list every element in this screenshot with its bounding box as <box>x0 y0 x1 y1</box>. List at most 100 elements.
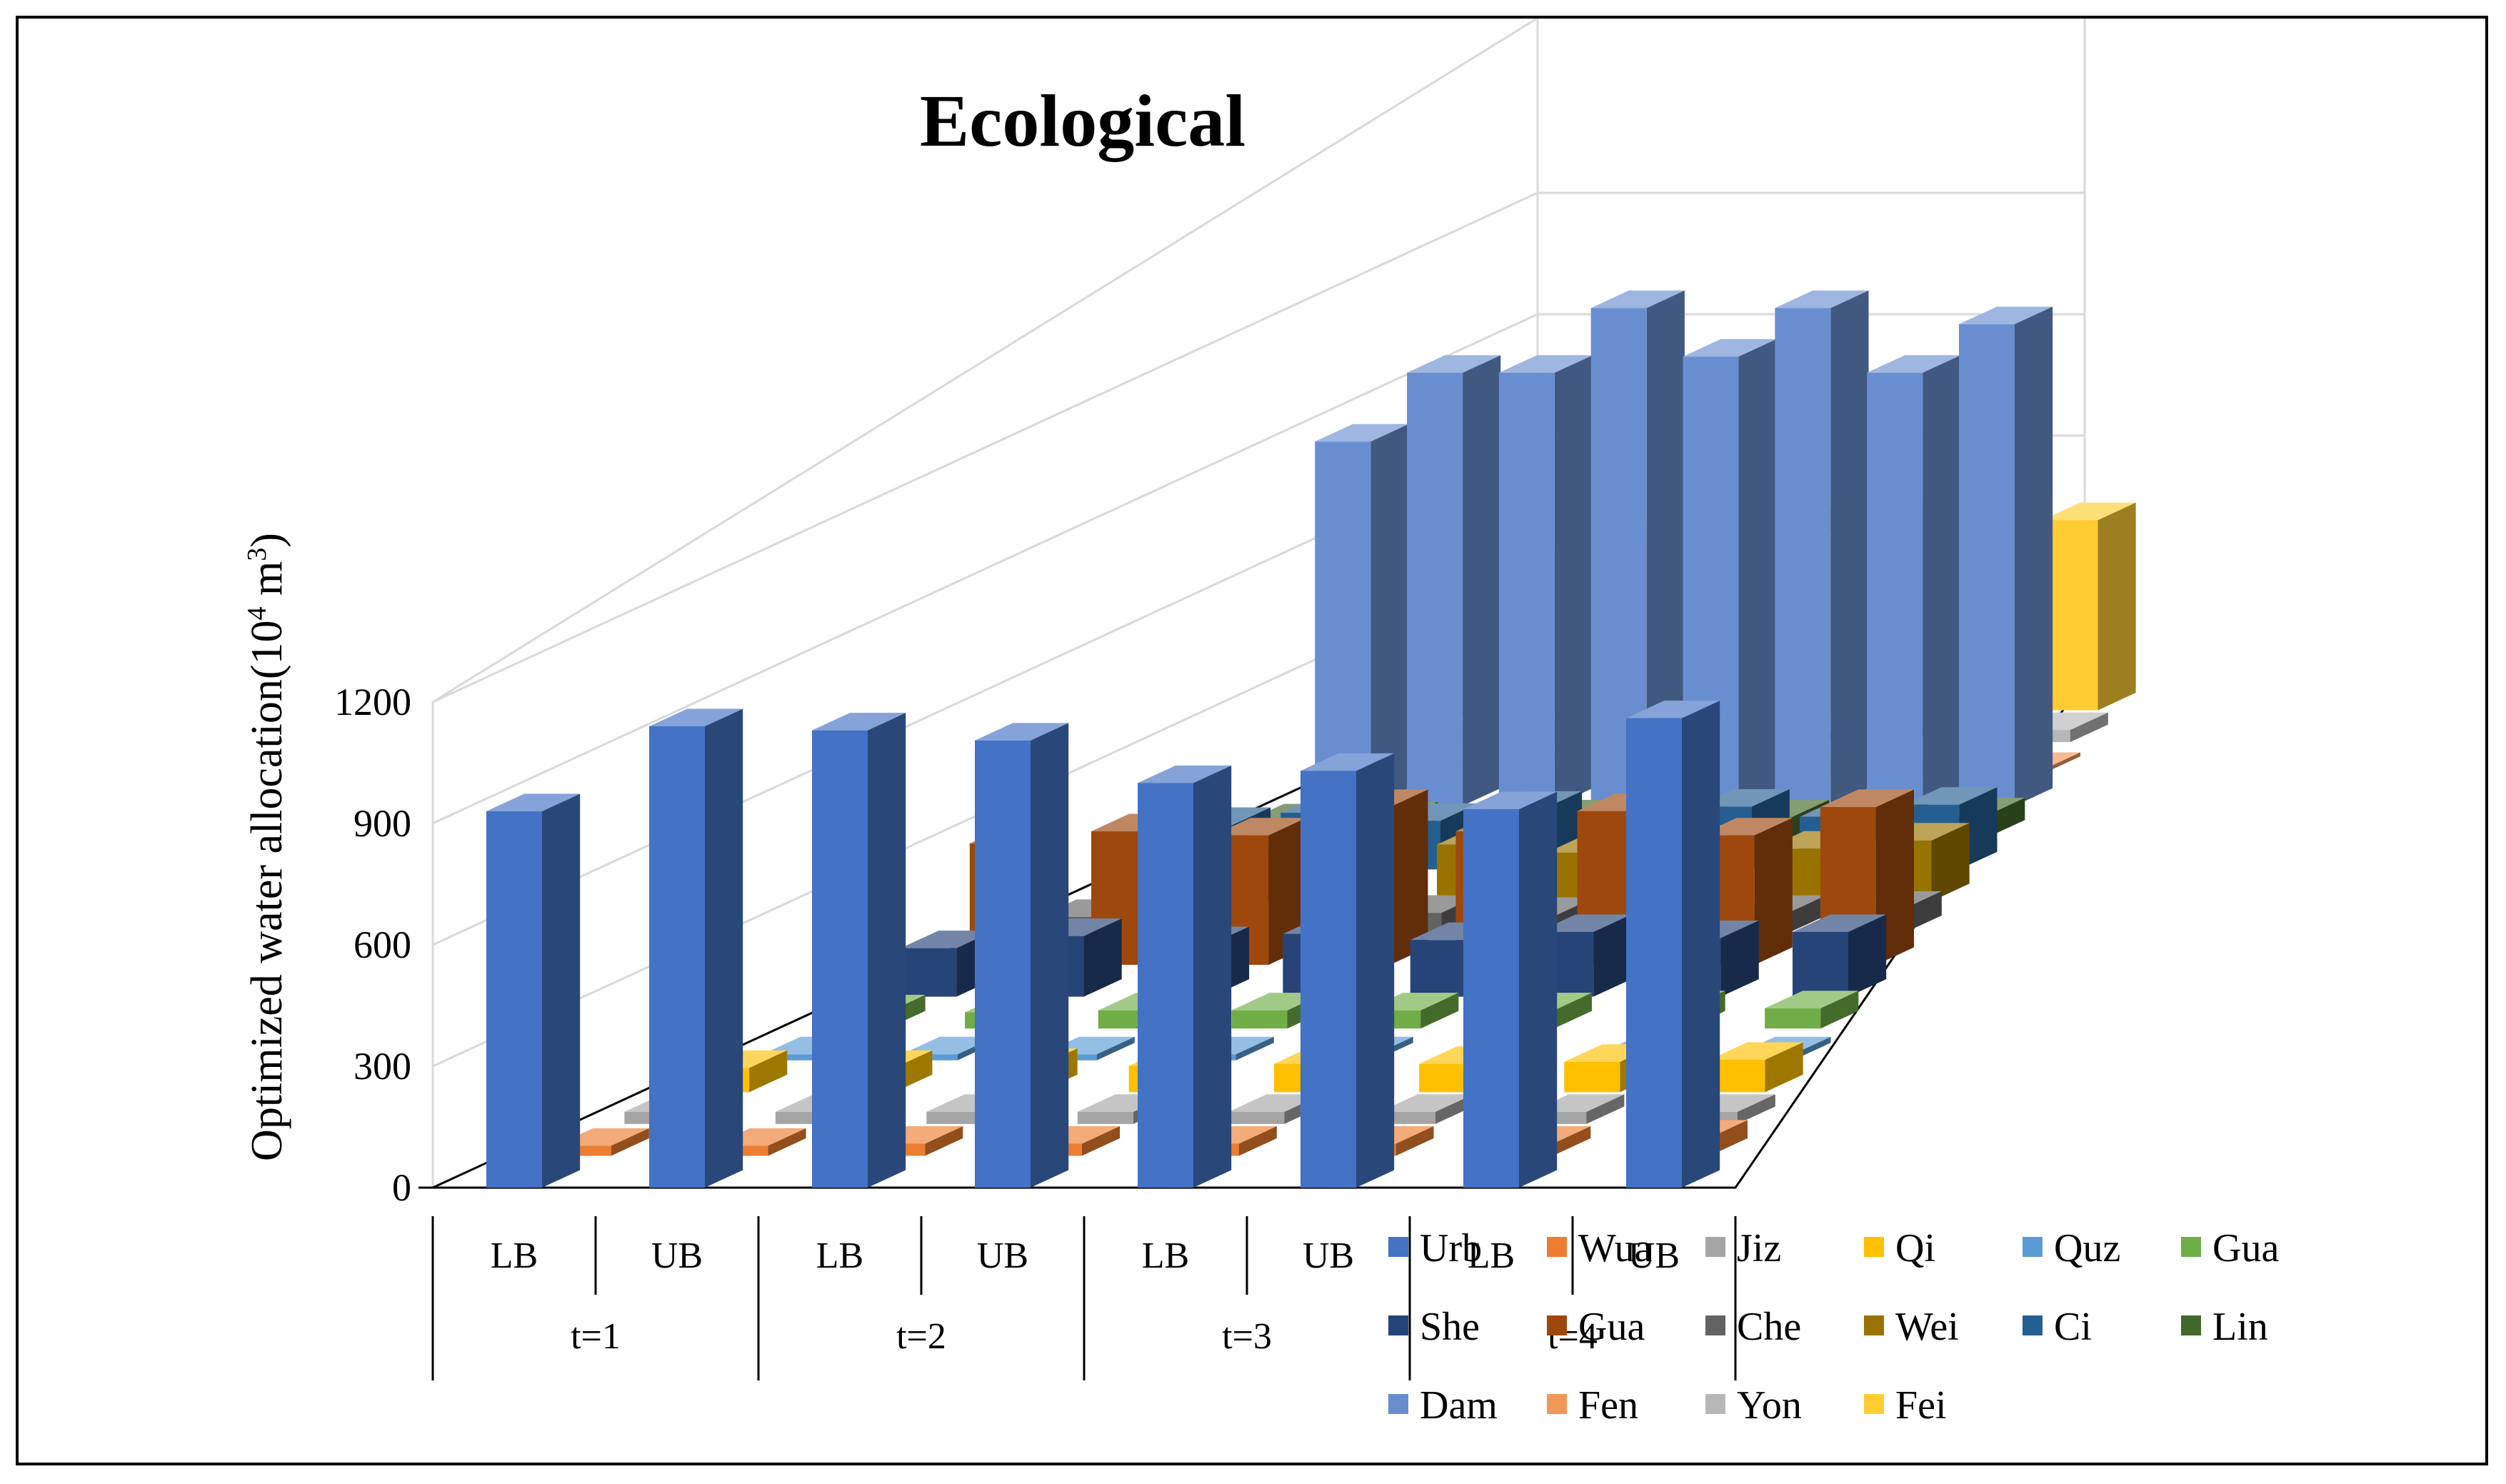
bar-top <box>1300 753 1395 771</box>
bar-side <box>1553 1125 1591 1156</box>
bar-top <box>1820 789 1915 808</box>
legend-item-gua: Gua <box>2181 1226 2279 1270</box>
bar-dam-1 <box>1315 423 1409 806</box>
legend-label: Quz <box>2054 1226 2120 1270</box>
legend-label: Lin <box>2212 1305 2268 1349</box>
bar-urb-8 <box>1626 701 1720 1188</box>
legend-swatch <box>1547 1315 1567 1335</box>
legend-item-wua: Wua <box>1547 1226 1653 1270</box>
bar-top <box>1213 818 1307 836</box>
bar-urb-3 <box>812 713 906 1188</box>
bound-label: LB <box>491 1235 538 1276</box>
legend-swatch <box>1705 1394 1725 1414</box>
y-tick-label: 300 <box>354 1045 411 1088</box>
bar-front <box>1300 771 1356 1188</box>
period-label: t=1 <box>571 1316 621 1357</box>
legend-item-lin: Lin <box>2181 1305 2268 1349</box>
bar-dam-4 <box>1590 290 1685 806</box>
bar-side <box>1682 701 1720 1188</box>
bar-top <box>649 708 743 726</box>
bar-side <box>1738 339 1777 806</box>
bar-side <box>1395 1125 1434 1156</box>
bar-top <box>812 713 906 731</box>
bar-side <box>1096 1036 1135 1061</box>
y-tick-label: 600 <box>354 923 411 966</box>
legend: Urb Wua Jiz Qi Quz Gua She Gua Che Wei Ci Lin Dam Fen… <box>1388 1226 2279 1428</box>
bar-top <box>1463 791 1558 810</box>
bar-front <box>901 948 957 997</box>
bar-top <box>975 723 1069 741</box>
bar-top <box>2042 502 2136 521</box>
bound-label: LB <box>816 1235 863 1276</box>
bar-top <box>1590 290 1685 309</box>
bound-label: LB <box>1142 1235 1189 1276</box>
wall-edge <box>432 19 1538 703</box>
bar-side <box>705 708 743 1188</box>
legend-swatch <box>1388 1237 1408 1257</box>
legend-label: Urb <box>1420 1226 1482 1270</box>
bar-side <box>1420 993 1459 1029</box>
legend-label: Ci <box>2054 1305 2092 1349</box>
bar-side <box>1238 1125 1277 1156</box>
legend-label: Wua <box>1578 1226 1653 1270</box>
bar-urb-5 <box>1138 765 1232 1188</box>
legend-item-fen: Fen <box>1547 1383 1638 1428</box>
bar-front <box>1792 931 1848 997</box>
bar-side <box>1236 1036 1274 1061</box>
legend-item-jiz: Jiz <box>1705 1226 1781 1270</box>
legend-item-che: Che <box>1705 1305 1801 1349</box>
y-tick-labels: 0 300 600 900 1200 <box>334 681 411 1209</box>
bar-side <box>768 1128 806 1156</box>
y-axis-label-exp2: 3 <box>242 548 272 561</box>
period-label: t=2 <box>896 1316 946 1357</box>
bar-side <box>1754 818 1793 966</box>
bar-top <box>901 931 995 948</box>
bar-side <box>1554 355 1593 806</box>
legend-swatch <box>2023 1237 2043 1257</box>
legend-item-gua: Gua <box>1547 1305 1645 1349</box>
y-axis-label-main: Optimized water allocation(10 <box>243 620 291 1161</box>
bar-top <box>1407 355 1501 373</box>
bar-dam-3 <box>1498 355 1593 806</box>
legend-swatch <box>1705 1237 1725 1257</box>
legend-label: Qi <box>1895 1226 1935 1270</box>
bar-side <box>542 793 581 1188</box>
legend-label: She <box>1420 1305 1480 1349</box>
legend-item-she: She <box>1388 1305 1480 1349</box>
legend-swatch <box>1864 1394 1884 1414</box>
legend-item-wei: Wei <box>1864 1305 1959 1349</box>
legend-label: Wei <box>1895 1305 1959 1349</box>
y-axis-label: Optimized water allocation(104 m3) <box>242 533 291 1161</box>
legend-label: Fei <box>1895 1383 1947 1428</box>
bar-top <box>1538 914 1632 932</box>
bar-urb-7 <box>1463 791 1558 1188</box>
bar-urb-4 <box>975 723 1069 1188</box>
bar-top <box>1958 306 2053 324</box>
bar-front <box>1077 1111 1133 1124</box>
bar-side <box>1923 355 1961 806</box>
bar-series-group <box>486 290 2136 1188</box>
bar-side <box>1931 823 1970 901</box>
legend-swatch <box>1864 1237 1884 1257</box>
bar-top <box>1709 1042 1803 1060</box>
bar-side <box>1765 1042 1803 1093</box>
bound-label: LB <box>1468 1235 1515 1276</box>
period-label: t=3 <box>1222 1316 1272 1357</box>
bar-front <box>1958 324 2015 806</box>
bar-top <box>1379 1094 1473 1112</box>
legend-item-yon: Yon <box>1705 1383 1802 1428</box>
bar-top <box>1867 355 1961 373</box>
y-axis-label-exp1: 4 <box>242 606 272 620</box>
legend-swatch <box>1547 1394 1567 1414</box>
bound-label: UB <box>651 1235 703 1276</box>
bar-front <box>1231 1010 1288 1029</box>
bar-front <box>1410 940 1466 997</box>
bar-front <box>812 730 868 1188</box>
bar-side <box>1390 789 1428 966</box>
bar-front <box>1775 308 1831 806</box>
bar-top <box>486 793 581 811</box>
bar-top <box>1498 355 1593 373</box>
bar-dam-6 <box>1775 290 1869 806</box>
bar-side <box>1083 918 1122 997</box>
bar-urb-2 <box>649 708 743 1188</box>
